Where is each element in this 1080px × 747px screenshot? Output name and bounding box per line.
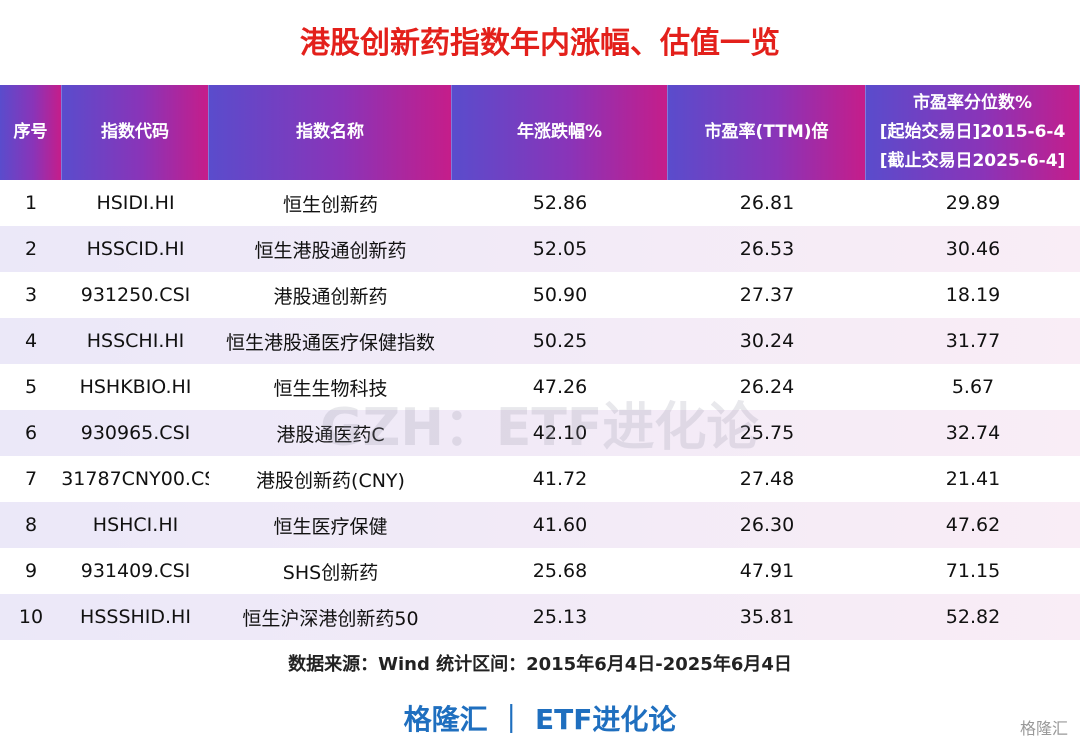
table-cell: 41.60 [532,514,588,536]
header-cell: 指数代码 [62,85,209,180]
table-cell: 35.81 [739,606,795,628]
table-cell: 47.91 [739,560,795,582]
table-row: 1 HSIDI.HI 恒生创新药 52.86 26.81 29.89 [0,180,1080,226]
header-cell: 市盈率(TTM)倍 [668,85,866,180]
table-cell: 52.82 [945,606,1001,628]
header-row: 序号 指数代码 指数名称 年涨跌幅% 市盈率(TTM)倍 市盈率分位数% [起始交易日]20… [0,85,1080,180]
table-cell: 5 [24,376,38,398]
table-cell: 恒生创新药 [282,193,378,216]
table-cell: 26.81 [739,192,795,214]
table-cell: 25.75 [739,422,795,444]
table-cell: 29.89 [945,192,1001,214]
brand: 格隆汇 ｜ ETF进化论 [403,703,677,736]
table-cell: HSSSHID.HI [80,606,191,628]
table-cell: 30.24 [739,330,795,352]
table-cell: HSIDI.HI [96,192,175,214]
table-row: 2 HSSCID.HI 恒生港股通创新药 52.05 26.53 30.46 [0,226,1080,272]
table-row: 10 HSSSHID.HI 恒生沪深港创新药50 25.13 35.81 52.82 [0,594,1080,640]
table-row: 6 930965.CSI 港股通医药C 42.10 25.75 32.74 [0,410,1080,456]
table-cell: HSHKBIO.HI [79,376,192,398]
table-cell: 7 [24,468,38,490]
table-cell: 25.68 [532,560,588,582]
table-cell: 恒生沪深港创新药50 [242,607,419,630]
source-note: 数据来源：Wind 统计区间：2015年6月4日-2025年6月4日 [288,654,792,675]
table-cell: 931250.CSI [80,284,191,306]
table-cell: HSHCI.HI [92,514,179,536]
table: 序号 指数代码 指数名称 年涨跌幅% 市盈率(TTM)倍 市盈率分位数% [起始交易日]20… [0,85,1080,640]
header-cell: 指数名称 [209,85,452,180]
table-cell: 26.30 [739,514,795,536]
table-cell: HSSCHI.HI [86,330,185,352]
header-text: 年涨跌幅% [516,122,603,142]
table-cell: 3 [24,284,38,306]
header-cell: 市盈率分位数% [起始交易日]2015-6-4 [截止交易日2025-6-4] [866,85,1080,180]
table-cell: 42.10 [532,422,588,444]
table-cell: 47.62 [945,514,1001,536]
table-cell: 港股通创新药 [273,285,388,308]
table-cell: 恒生港股通创新药 [254,239,407,262]
logo: 格隆汇 [1019,719,1068,738]
title: 港股创新药指数年内涨幅、估值一览 [300,26,780,61]
table-cell: SHS创新药 [282,561,379,584]
table-cell: 30.46 [945,238,1001,260]
table-cell: 9 [24,560,38,582]
table-cell: 恒生港股通医疗保健指数 [225,331,435,354]
table-cell: 港股创新药(CNY) [256,469,405,492]
table-row: 3 931250.CSI 港股通创新药 50.90 27.37 18.19 [0,272,1080,318]
table-cell: 6 [24,422,38,444]
header-cell: 年涨跌幅% [452,85,668,180]
header-text: 指数代码 [101,122,169,142]
table-cell: 930965.CSI [80,422,191,444]
header-text: [截止交易日2025-6-4] [879,151,1066,171]
table-cell: 26.24 [739,376,795,398]
table-cell: 4 [24,330,38,352]
table-cell: HSSCID.HI [86,238,185,260]
table-cell: 1 [24,192,38,214]
table-cell: 港股通医药C [276,423,385,446]
table-cell: 32.74 [945,422,1001,444]
table-row: 8 HSHCI.HI 恒生医疗保健 41.60 26.30 47.62 [0,502,1080,548]
table-cell: 71.15 [945,560,1001,582]
table-cell: 5.67 [951,376,995,398]
header-text: 指数名称 [296,122,364,142]
header-text: 序号 [13,122,48,142]
table-cell: 21.41 [945,468,1001,490]
table-row: 7 931787CNY00.CSI 港股创新药(CNY) 41.72 27.48 21.4… [0,456,1080,502]
table-cell: 931409.CSI [80,560,191,582]
table-row: 4 HSSCHI.HI 恒生港股通医疗保健指数 50.25 30.24 31.77 [0,318,1080,364]
table-cell: 2 [24,238,38,260]
table-cell: 27.48 [739,468,795,490]
table-row: 5 HSHKBIO.HI 恒生生物科技 47.26 26.24 5.67 [0,364,1080,410]
table-cell: 18.19 [945,284,1001,306]
header-cell: 序号 [0,85,62,180]
table-cell: 10 [18,606,44,628]
table-cell: 50.90 [532,284,588,306]
table-cell: 41.72 [532,468,588,490]
table-cell: 25.13 [532,606,588,628]
table-cell: 26.53 [739,238,795,260]
table-cell: 8 [24,514,38,536]
table-cell: 52.05 [532,238,588,260]
table-cell: 931787CNY00.CSI [62,468,209,490]
table-row: 9 931409.CSI SHS创新药 25.68 47.91 71.15 [0,548,1080,594]
table-cell: 47.26 [532,376,588,398]
header-text: 市盈率(TTM)倍 [704,122,829,142]
table-cell: 52.86 [532,192,588,214]
header-text: 市盈率分位数% [912,93,1033,113]
table-cell: 27.37 [739,284,795,306]
table-cell: 31.77 [945,330,1001,352]
table-cell: 恒生生物科技 [273,377,388,400]
table-cell: 50.25 [532,330,588,352]
header-text: [起始交易日]2015-6-4 [879,122,1066,142]
table-cell: 恒生医疗保健 [273,515,388,538]
